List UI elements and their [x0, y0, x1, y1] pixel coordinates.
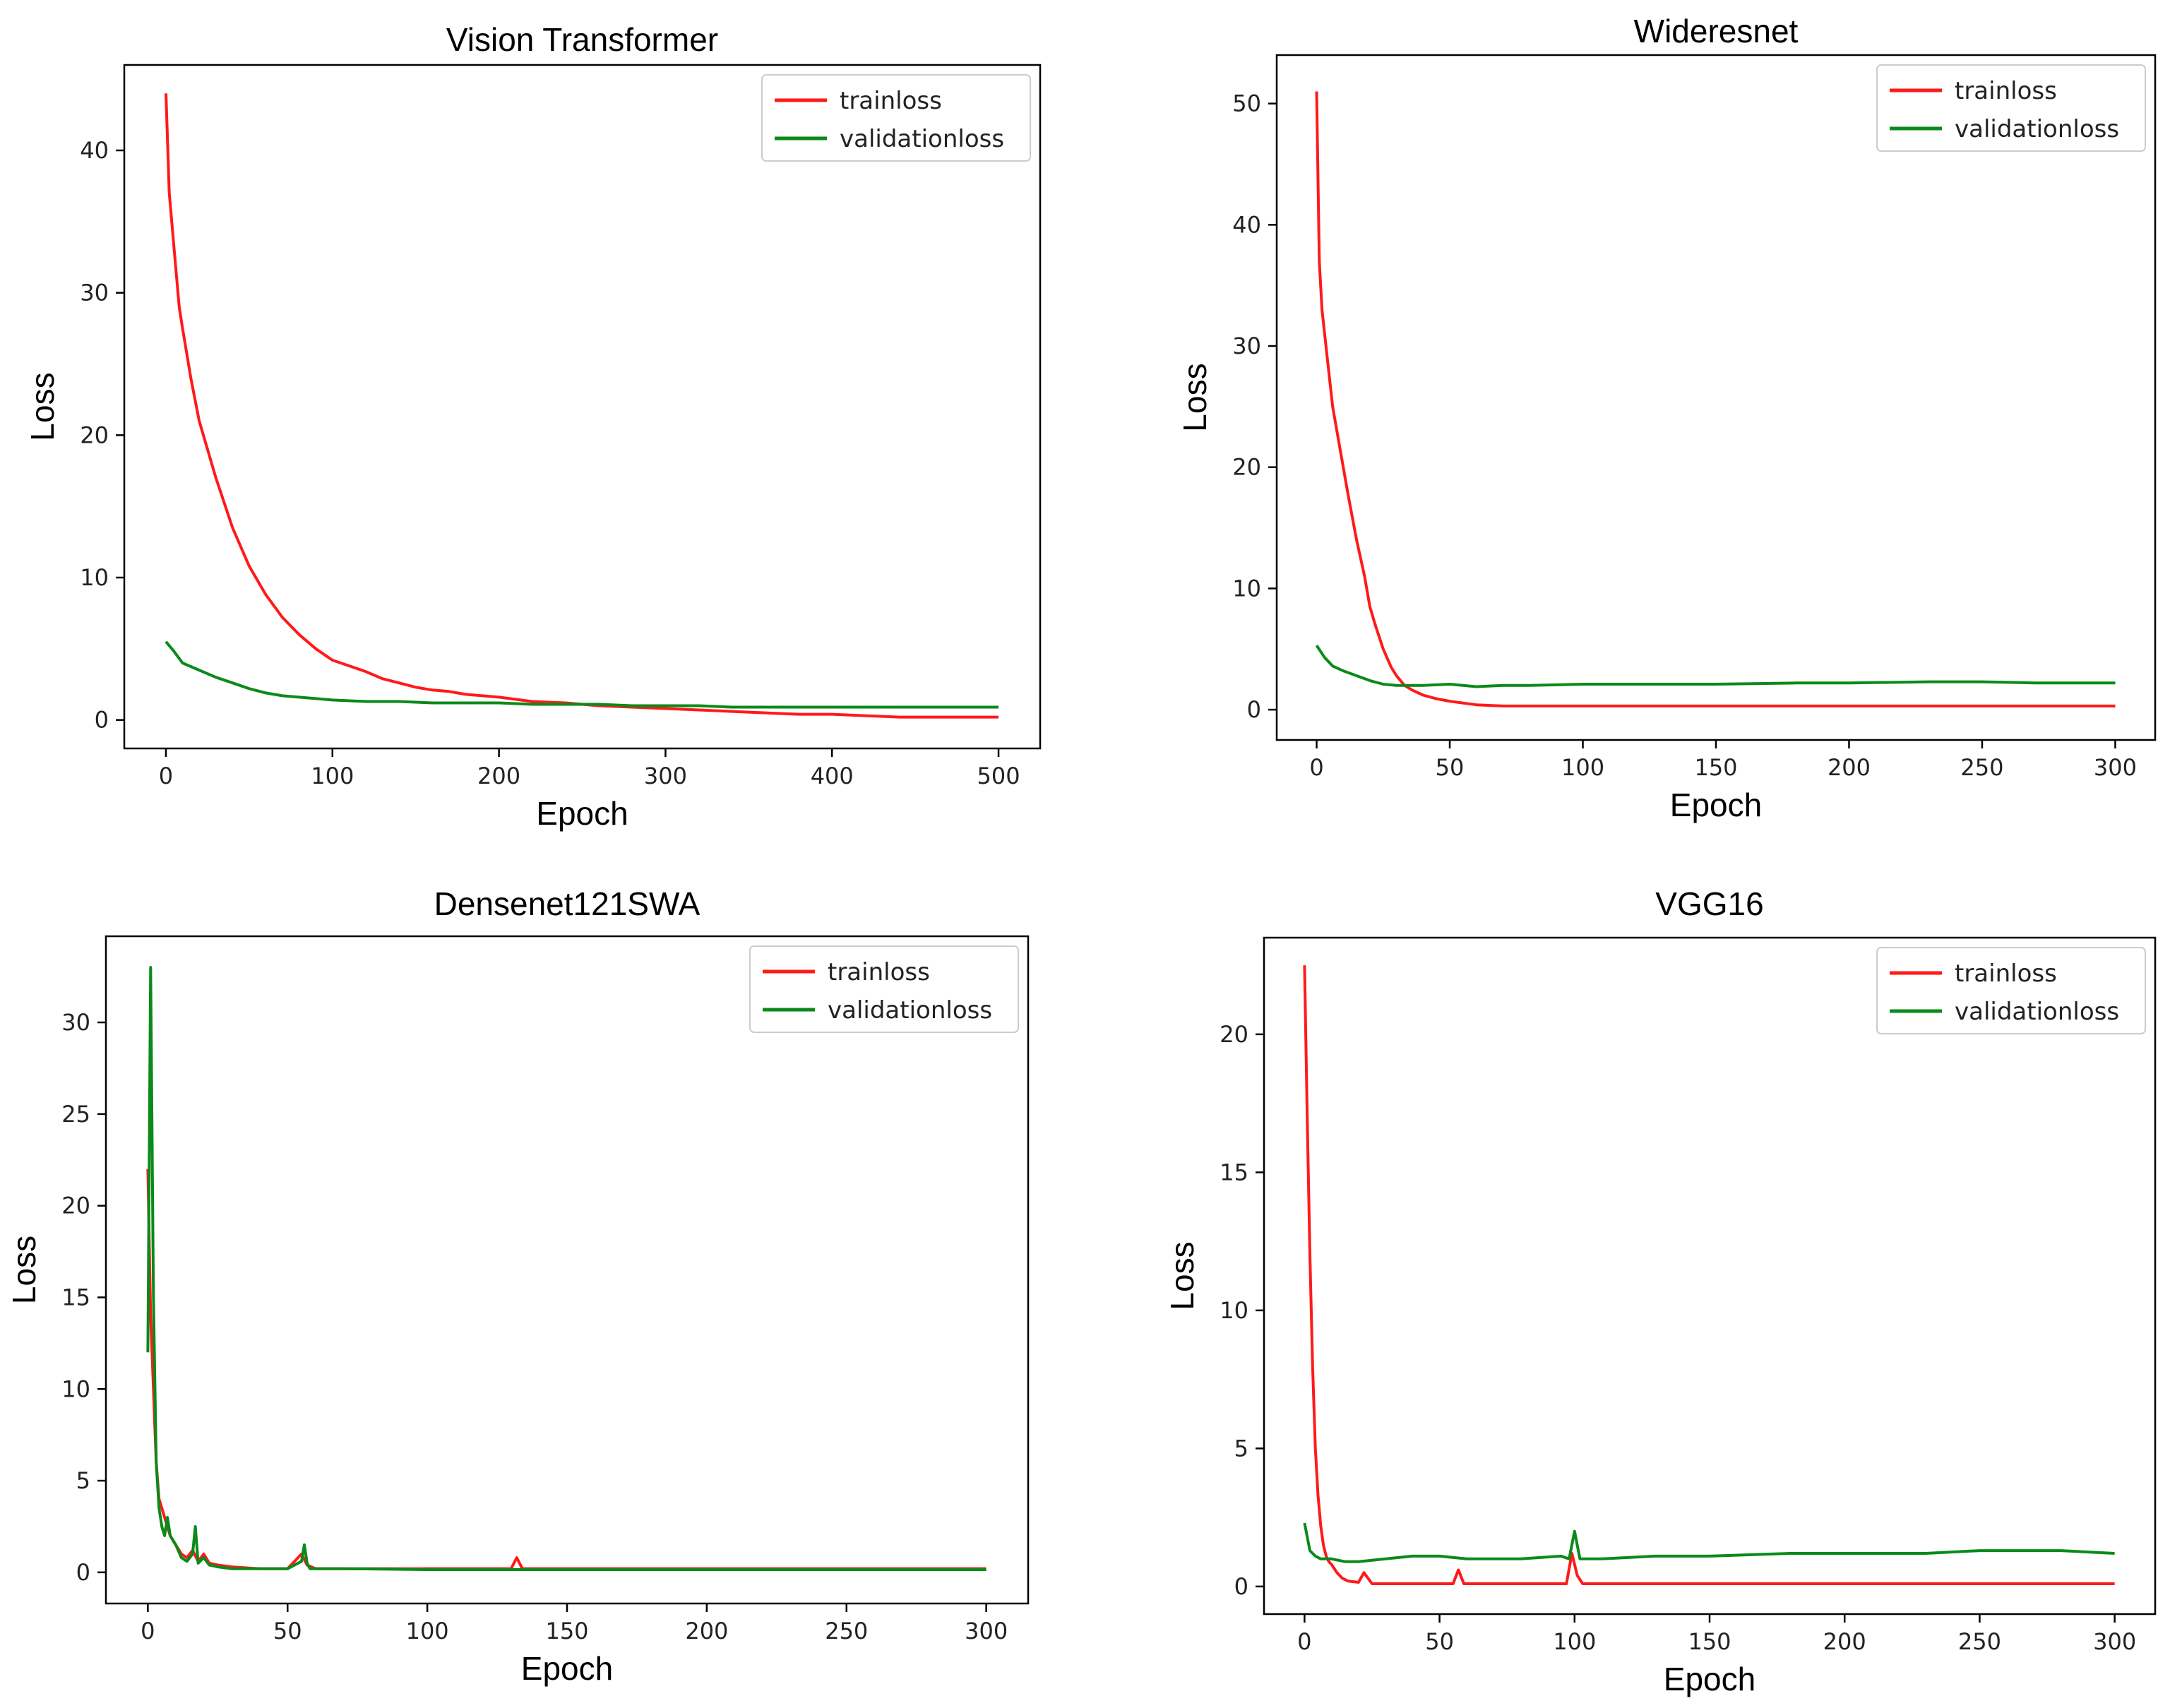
- series-line-validationloss: [1303, 1522, 2115, 1563]
- x-tick-label: 150: [545, 1618, 588, 1644]
- y-tick-label: 30: [1232, 333, 1261, 359]
- legend-label-validationloss: validationloss: [1955, 998, 2119, 1026]
- legend-label-validationloss: validationloss: [828, 996, 992, 1025]
- x-axis-label: Epoch: [1670, 787, 1762, 823]
- chart-3: Densenet121SWA 0 50 100 150 200 250 300 0 5 10 15 20…: [6, 885, 1030, 1687]
- y-tick-label: 0: [95, 707, 109, 734]
- x-tick-label: 250: [825, 1618, 868, 1644]
- x-tick-label: 100: [1553, 1628, 1596, 1655]
- y-tick-label: 10: [61, 1375, 90, 1402]
- x-tick-label: 400: [811, 763, 854, 789]
- x-tick-label: 200: [477, 763, 520, 789]
- series-line-validationloss: [1315, 644, 2116, 688]
- x-tick-label: 300: [2093, 1628, 2136, 1655]
- y-tick-label: 25: [61, 1101, 90, 1128]
- x-tick-label: 250: [1958, 1628, 2001, 1655]
- chart-title: Wideresnet: [1634, 13, 1799, 49]
- y-axis-label: Loss: [1176, 363, 1213, 431]
- y-tick-label: 20: [80, 422, 109, 448]
- y-tick-label: 30: [61, 1009, 90, 1036]
- x-tick-label: 250: [1960, 754, 2003, 781]
- x-tick-label: 0: [1309, 754, 1323, 781]
- x-axis-label: Epoch: [1664, 1661, 1755, 1697]
- y-tick-label: 10: [1232, 575, 1261, 602]
- series-line-trainloss: [146, 1169, 986, 1570]
- x-tick-label: 300: [965, 1618, 1008, 1644]
- x-tick-label: 50: [1425, 1628, 1454, 1655]
- series-line-trainloss: [165, 93, 998, 719]
- y-tick-label: 20: [1220, 1021, 1248, 1048]
- x-tick-label: 100: [1561, 754, 1604, 781]
- y-tick-label: 0: [76, 1559, 90, 1586]
- x-tick-label: 200: [1828, 754, 1871, 781]
- x-tick-label: 500: [977, 763, 1020, 789]
- chart-2: Wideresnet 0 50 100 150 200 250 300 0 10 20 30 40 50 E…: [1176, 13, 2157, 823]
- y-tick-label: 15: [61, 1284, 90, 1310]
- x-tick-label: 200: [685, 1618, 728, 1644]
- chart-title: Vision Transformer: [446, 21, 718, 58]
- y-tick-label: 10: [1220, 1297, 1248, 1324]
- y-tick-label: 20: [1232, 454, 1261, 481]
- y-tick-label: 40: [80, 137, 109, 164]
- y-tick-label: 50: [1232, 90, 1261, 117]
- x-tick-label: 300: [644, 763, 687, 789]
- x-tick-label: 150: [1688, 1628, 1731, 1655]
- x-axis-label: Epoch: [521, 1650, 613, 1687]
- series-line-trainloss: [1303, 965, 2115, 1585]
- legend-label-trainloss: trainloss: [828, 958, 930, 986]
- y-axis-label: Loss: [1164, 1241, 1200, 1310]
- series-line-validationloss: [146, 966, 986, 1571]
- x-tick-label: 100: [406, 1618, 449, 1644]
- y-axis-label: Loss: [24, 372, 61, 441]
- chart-1: Vision Transformer 0 100 200 300 400 500 0 10 20 3…: [24, 21, 1042, 832]
- x-tick-label: 0: [1297, 1628, 1311, 1655]
- legend-box: [1876, 947, 2146, 1034]
- y-tick-label: 5: [1234, 1435, 1248, 1462]
- x-tick-label: 0: [159, 763, 173, 789]
- x-tick-label: 200: [1823, 1628, 1866, 1655]
- x-axis-label: Epoch: [536, 795, 628, 832]
- x-tick-label: 300: [2094, 754, 2137, 781]
- x-tick-label: 0: [141, 1618, 155, 1644]
- series-line-validationloss: [165, 640, 998, 709]
- legend-label-trainloss: trainloss: [1955, 960, 2057, 988]
- y-tick-label: 0: [1234, 1573, 1248, 1600]
- legend-label-trainloss: trainloss: [840, 87, 942, 115]
- x-tick-label: 150: [1694, 754, 1737, 781]
- chart-title: Densenet121SWA: [434, 885, 701, 922]
- y-tick-label: 5: [76, 1467, 90, 1494]
- legend-box: [749, 945, 1019, 1033]
- legend-label-validationloss: validationloss: [1955, 115, 2119, 143]
- x-tick-label: 100: [311, 763, 354, 789]
- y-tick-label: 15: [1220, 1159, 1248, 1186]
- y-tick-label: 20: [61, 1193, 90, 1219]
- x-tick-label: 50: [1436, 754, 1465, 781]
- y-tick-label: 10: [80, 564, 109, 591]
- y-tick-label: 0: [1247, 696, 1261, 723]
- axes-frame: [123, 64, 1042, 750]
- y-tick-label: 30: [80, 280, 109, 306]
- chart-4: VGG16 0 50 100 150 200 250 300 0 5 10 15 20 Epoch Loss…: [1164, 885, 2157, 1697]
- x-tick-label: 50: [273, 1618, 302, 1644]
- legend-label-validationloss: validationloss: [840, 125, 1004, 153]
- chart-title: VGG16: [1655, 885, 1763, 922]
- y-tick-label: 40: [1232, 211, 1261, 238]
- legend-box: [761, 74, 1031, 162]
- legend-box: [1876, 64, 2146, 152]
- legend-label-trainloss: trainloss: [1955, 77, 2057, 105]
- series-line-trainloss: [1315, 91, 2116, 707]
- y-axis-label: Loss: [6, 1236, 42, 1304]
